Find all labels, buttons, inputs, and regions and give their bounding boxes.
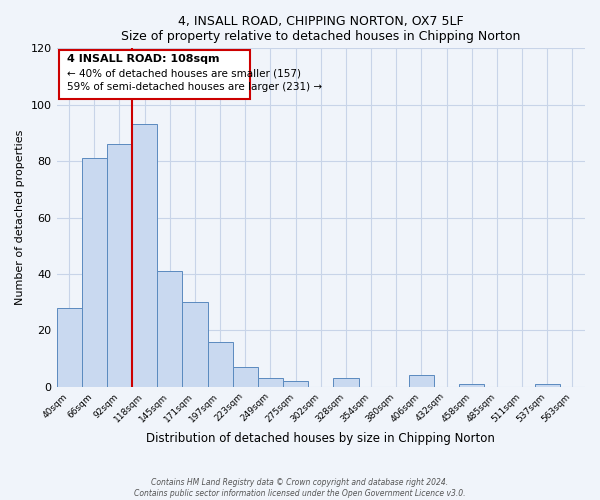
FancyBboxPatch shape (59, 50, 250, 99)
X-axis label: Distribution of detached houses by size in Chipping Norton: Distribution of detached houses by size … (146, 432, 495, 445)
Bar (459, 384, 484, 386)
Bar (535, 384, 560, 386)
Text: 4 INSALL ROAD: 108sqm: 4 INSALL ROAD: 108sqm (67, 54, 219, 64)
Y-axis label: Number of detached properties: Number of detached properties (15, 130, 25, 305)
Text: 59% of semi-detached houses are larger (231) →: 59% of semi-detached houses are larger (… (67, 82, 322, 92)
Bar (283, 381, 308, 386)
Title: 4, INSALL ROAD, CHIPPING NORTON, OX7 5LF
Size of property relative to detached h: 4, INSALL ROAD, CHIPPING NORTON, OX7 5LF… (121, 15, 520, 43)
Text: ← 40% of detached houses are smaller (157): ← 40% of detached houses are smaller (15… (67, 68, 301, 78)
Bar (157, 271, 182, 386)
Bar (258, 378, 283, 386)
Bar (334, 378, 359, 386)
Bar (82, 158, 107, 386)
Bar (56, 308, 82, 386)
Bar (208, 342, 233, 386)
Bar (409, 376, 434, 386)
Bar (233, 367, 258, 386)
Bar (107, 144, 132, 386)
Text: Contains HM Land Registry data © Crown copyright and database right 2024.
Contai: Contains HM Land Registry data © Crown c… (134, 478, 466, 498)
Bar (182, 302, 208, 386)
Bar (132, 124, 157, 386)
